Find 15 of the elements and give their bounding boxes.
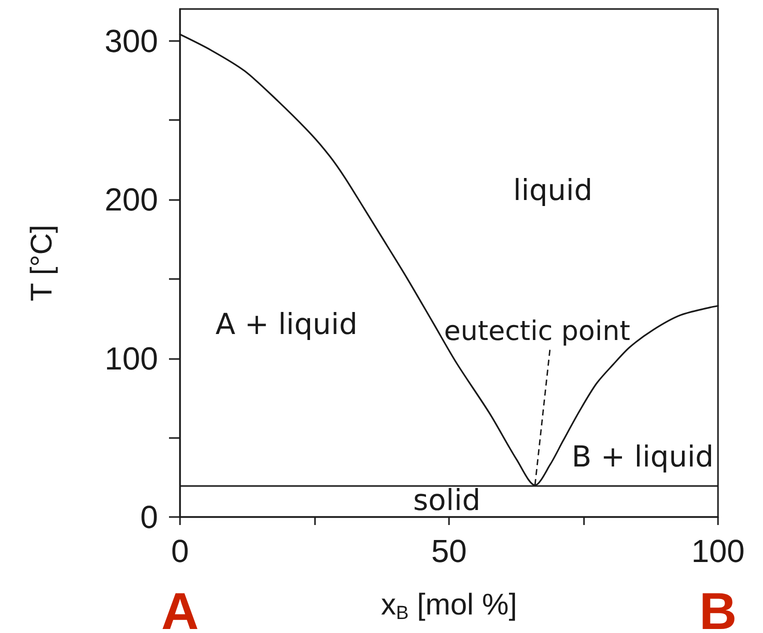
annotation: eutectic point — [444, 316, 630, 347]
text: B — [699, 582, 737, 633]
annotation: A + liquid — [216, 306, 358, 341]
x-tick-label: 50 — [431, 533, 467, 569]
x-tick-label: 0 — [171, 533, 189, 569]
y-tick-label: 200 — [104, 182, 158, 218]
y-tick-label: 0 — [140, 499, 158, 535]
y-tick-label: 100 — [104, 340, 158, 376]
y-axis-title: T [°C] — [26, 224, 58, 302]
annotation: B + liquid — [572, 440, 714, 474]
y-tick-label: 300 — [104, 22, 158, 59]
annotation: liquid — [513, 172, 593, 207]
text: A — [161, 582, 199, 633]
x-tick-label: 100 — [691, 533, 745, 569]
annotation: solid — [413, 483, 481, 518]
